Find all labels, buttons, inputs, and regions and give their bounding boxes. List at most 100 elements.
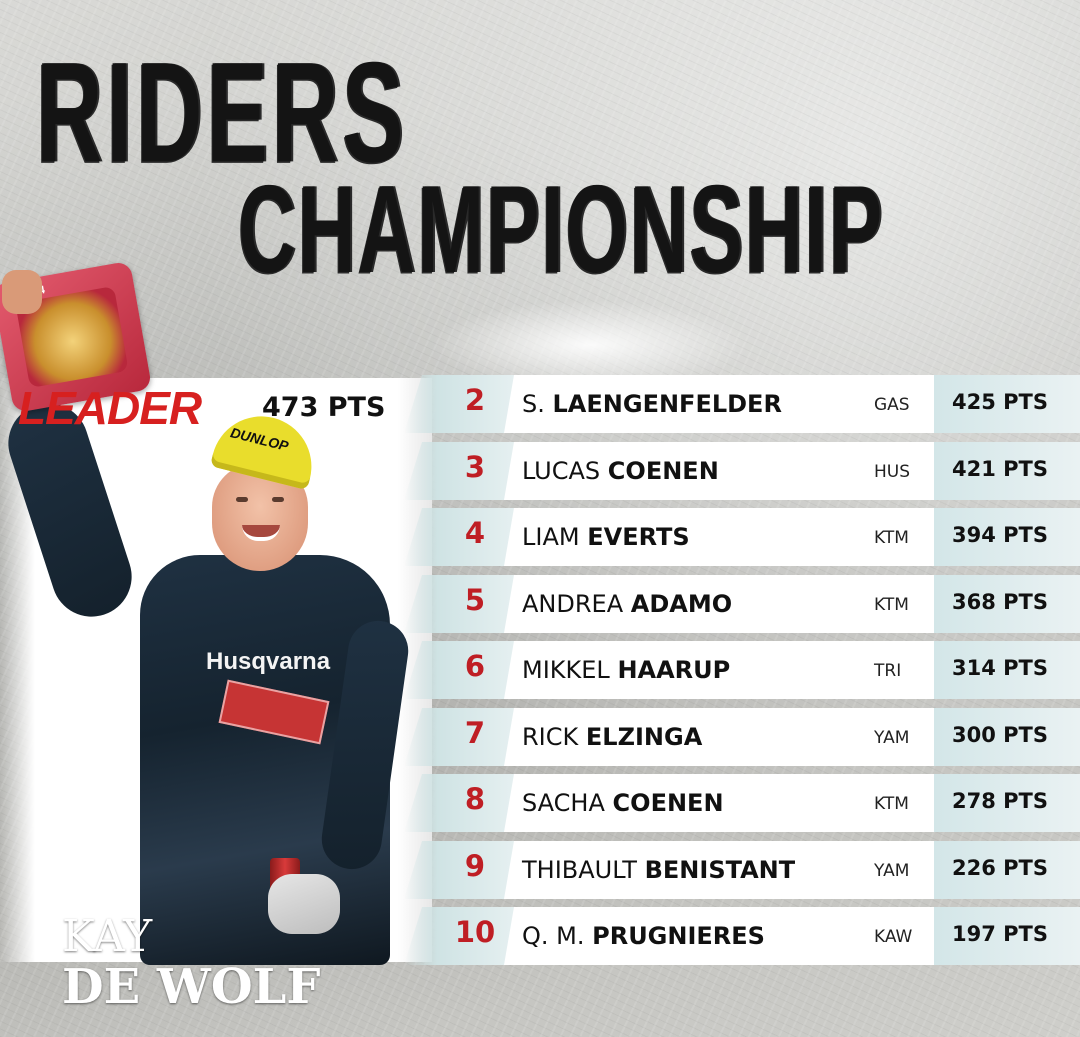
standings-row: 2 S. LAENGENFELDER GAS 425 PTS	[404, 375, 1080, 433]
position-tab	[404, 641, 516, 699]
rider-last-name: ELZINGA	[585, 723, 703, 751]
position-tab	[404, 375, 516, 433]
rider-first-name: MIKKEL	[522, 656, 610, 684]
leader-last-name: DE WOLF	[62, 959, 321, 1015]
position-number: 10	[454, 915, 496, 949]
points-bar	[934, 508, 1080, 566]
leader-label: LEADER	[18, 382, 202, 434]
standings-row: 9 THIBAULT BENISTANT YAM 226 PTS	[404, 841, 1080, 899]
points-bar	[934, 575, 1080, 633]
rider-points: 394 PTS	[952, 523, 1048, 547]
team-code: YAM	[874, 728, 910, 748]
team-code: GAS	[874, 395, 910, 415]
rider-points: 300 PTS	[952, 723, 1048, 747]
name-bar	[504, 907, 974, 965]
title-line-2: CHAMPIONSHIP	[238, 160, 885, 299]
name-bar	[504, 841, 974, 899]
rider-last-name: LAENGENFELDER	[552, 390, 782, 418]
rider-name: MIKKEL HAARUP	[522, 656, 730, 684]
position-tab	[404, 774, 516, 832]
rider-first-name: Q. M.	[522, 922, 585, 950]
rider-points: 226 PTS	[952, 856, 1048, 880]
rider-points: 425 PTS	[952, 390, 1048, 414]
standings-row: 5 ANDREA ADAMO KTM 368 PTS	[404, 575, 1080, 633]
position-tab	[404, 841, 516, 899]
rider-name: LIAM EVERTS	[522, 523, 690, 551]
position-tab	[404, 575, 516, 633]
team-code: KAW	[874, 927, 913, 947]
name-bar	[504, 774, 974, 832]
rider-name: RICK ELZINGA	[522, 723, 702, 751]
points-bar	[934, 708, 1080, 766]
rider-points: 197 PTS	[952, 922, 1048, 946]
points-bar	[934, 442, 1080, 500]
leader-first-name: KAY	[62, 911, 153, 962]
team-code: YAM	[874, 861, 910, 881]
team-code: KTM	[874, 528, 909, 548]
rider-first-name: ANDREA	[522, 590, 624, 618]
rider-name: Q. M. PRUGNIERES	[522, 922, 765, 950]
position-tab	[404, 442, 516, 500]
standings-row: 8 SACHA COENEN KTM 278 PTS	[404, 774, 1080, 832]
rider-name: THIBAULT BENISTANT	[522, 856, 795, 884]
name-bar	[504, 375, 974, 433]
standings-row: 10 Q. M. PRUGNIERES KAW 197 PTS	[404, 907, 1080, 965]
position-number: 2	[464, 383, 486, 417]
rider-name: LUCAS COENEN	[522, 457, 719, 485]
rider-points: 421 PTS	[952, 457, 1048, 481]
rider-last-name: COENEN	[607, 457, 719, 485]
points-bar	[934, 907, 1080, 965]
rider-first-name: THIBAULT	[522, 856, 637, 884]
team-code: KTM	[874, 595, 909, 615]
rider-first-name: LUCAS	[522, 457, 601, 485]
title-line-1: RIDERS	[36, 34, 408, 193]
rider-name: SACHA COENEN	[522, 789, 724, 817]
rider-last-name: PRUGNIERES	[592, 922, 765, 950]
points-bar	[934, 641, 1080, 699]
position-tab	[404, 508, 516, 566]
standings-row: 7 RICK ELZINGA YAM 300 PTS	[404, 708, 1080, 766]
team-code: TRI	[874, 661, 902, 681]
name-bar	[504, 442, 974, 500]
points-bar	[934, 774, 1080, 832]
rider-glove	[268, 874, 340, 934]
position-number: 7	[464, 716, 486, 750]
rider-points: 278 PTS	[952, 789, 1048, 813]
position-tab	[404, 708, 516, 766]
position-number: 8	[464, 782, 486, 816]
name-bar	[504, 575, 974, 633]
rider-last-name: BENISTANT	[644, 856, 796, 884]
rider-last-name: EVERTS	[587, 523, 690, 551]
rider-name: S. LAENGENFELDER	[522, 390, 782, 418]
rider-first-name: LIAM	[522, 523, 580, 551]
rider-points: 314 PTS	[952, 656, 1048, 680]
rider-first-name: RICK	[522, 723, 579, 751]
jersey-sponsor-logo: Husqvarna	[206, 648, 331, 675]
points-bar	[934, 841, 1080, 899]
position-tab	[404, 907, 516, 965]
rider-last-name: ADAMO	[630, 590, 733, 618]
rider-first-name: SACHA	[522, 789, 605, 817]
leader-points: 473 PTS	[262, 392, 386, 423]
standings-row: 6 MIKKEL HAARUP TRI 314 PTS	[404, 641, 1080, 699]
rider-first-name: S.	[522, 390, 545, 418]
position-number: 6	[464, 649, 486, 683]
points-bar	[934, 375, 1080, 433]
position-number: 5	[464, 583, 486, 617]
position-number: 9	[464, 849, 486, 883]
name-bar	[504, 641, 974, 699]
position-number: 3	[464, 450, 486, 484]
team-code: KTM	[874, 794, 909, 814]
rider-last-name: COENEN	[612, 789, 724, 817]
standings-row: 4 LIAM EVERTS KTM 394 PTS	[404, 508, 1080, 566]
team-code: HUS	[874, 462, 911, 482]
rider-fist	[2, 270, 42, 314]
rider-points: 368 PTS	[952, 590, 1048, 614]
rider-last-name: HAARUP	[617, 656, 731, 684]
position-number: 4	[464, 516, 486, 550]
standings-row: 3 LUCAS COENEN HUS 421 PTS	[404, 442, 1080, 500]
name-bar	[504, 508, 974, 566]
rider-name: ANDREA ADAMO	[522, 590, 732, 618]
name-bar	[504, 708, 974, 766]
